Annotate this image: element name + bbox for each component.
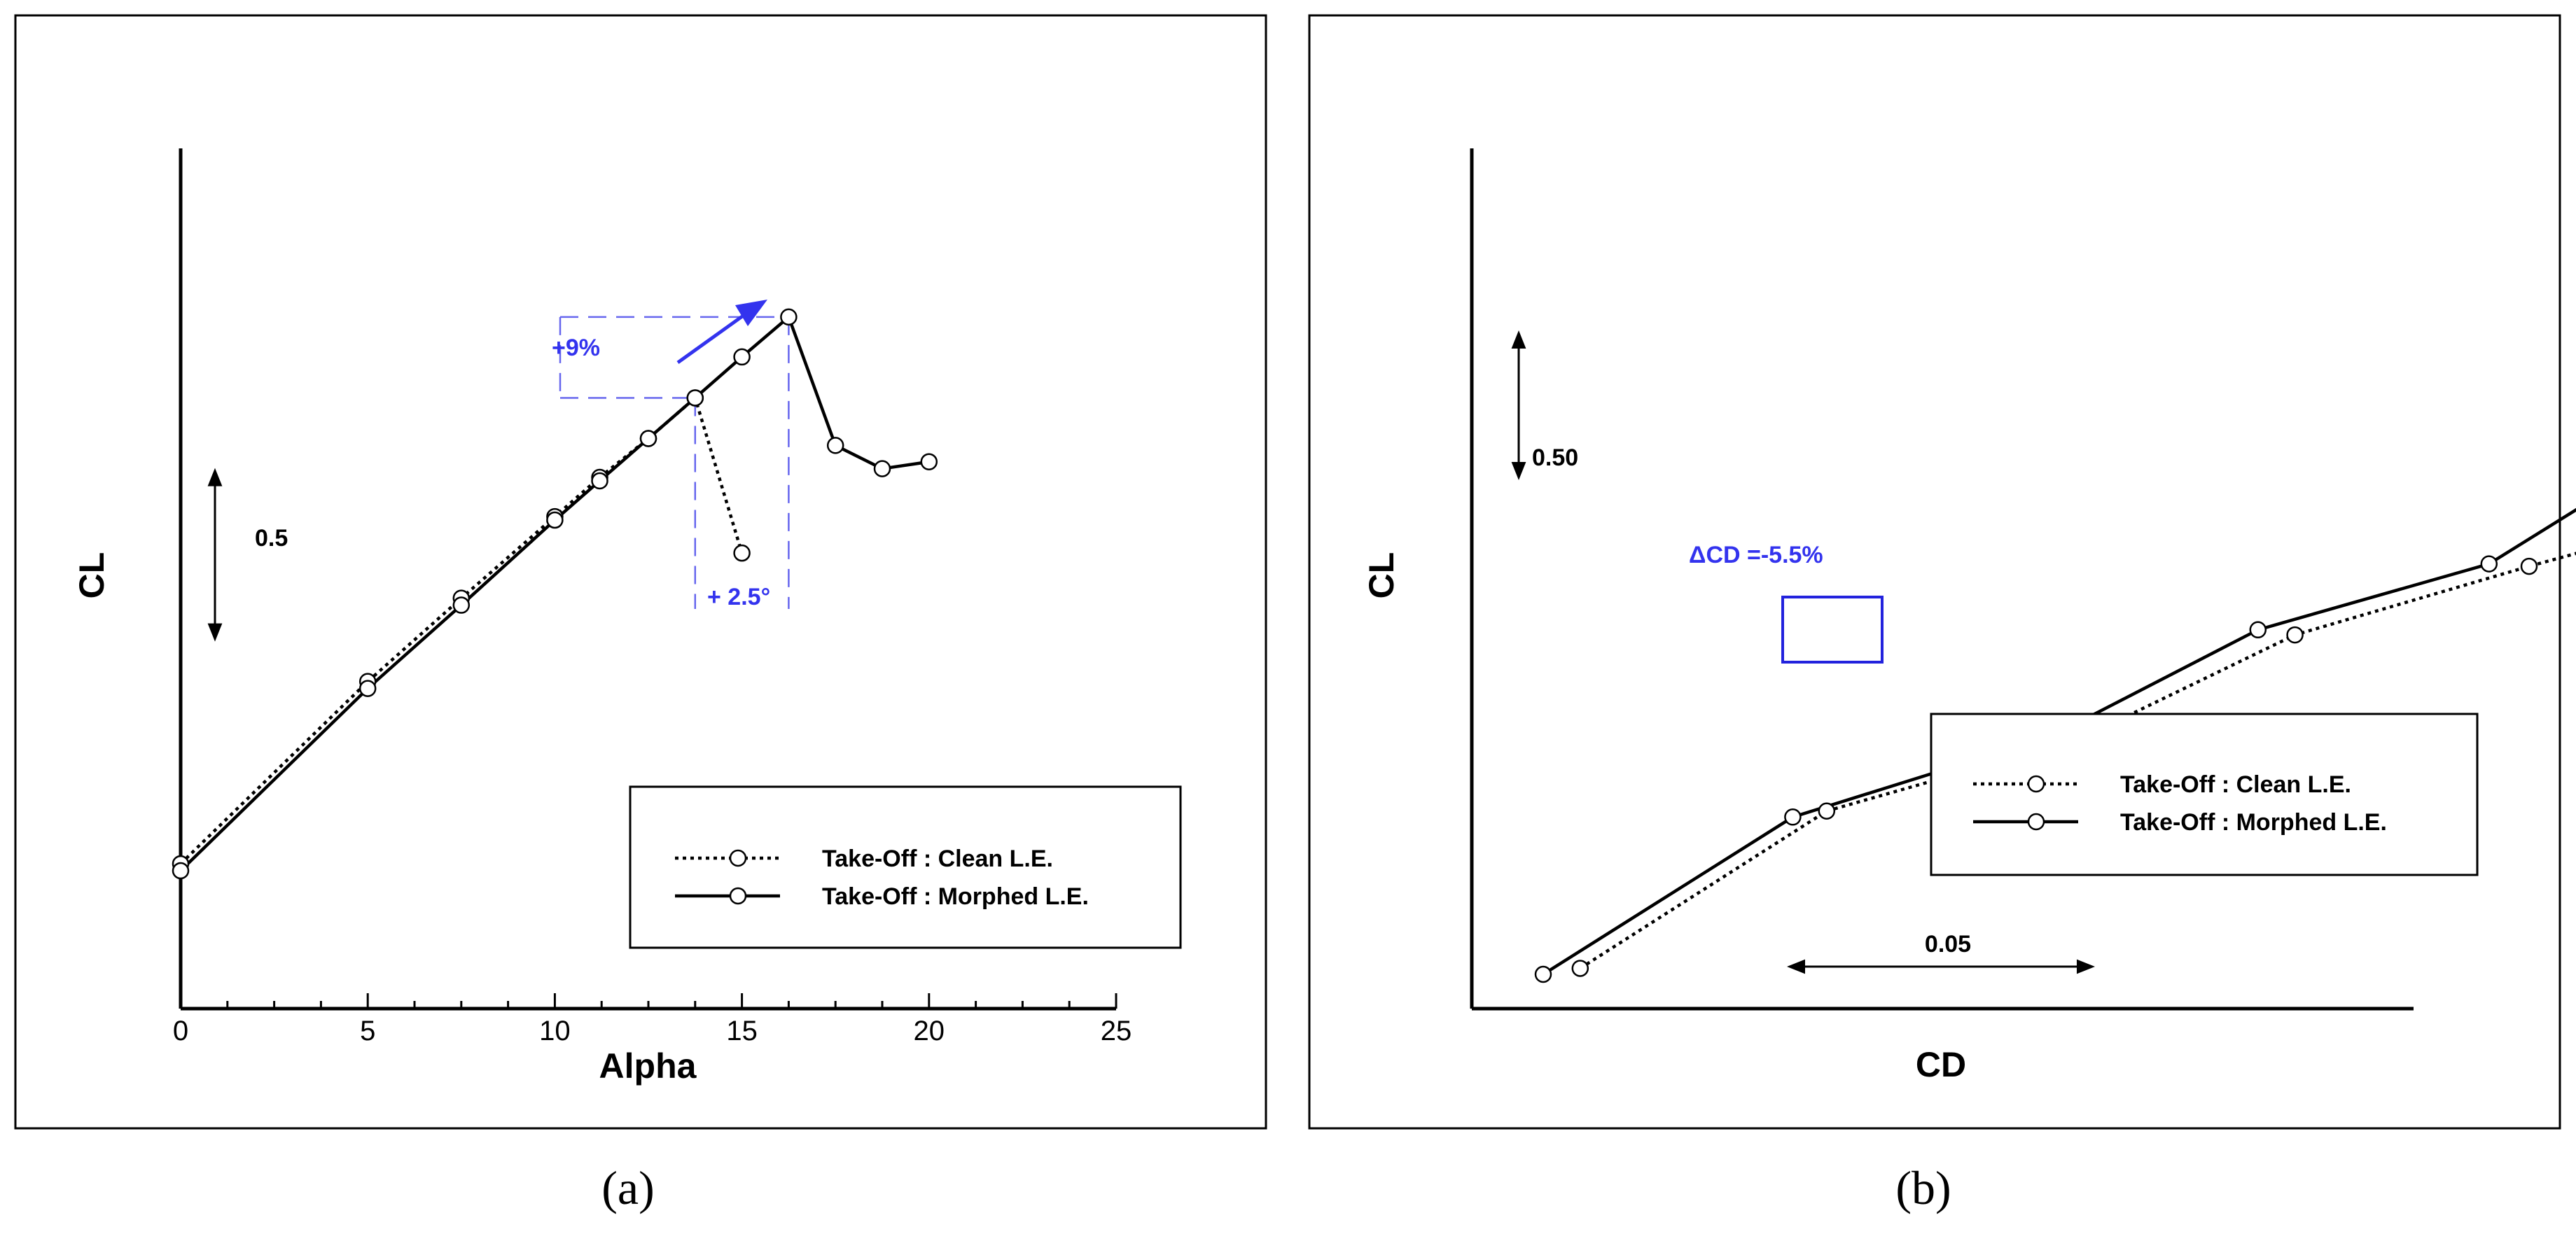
panel-a-point-morphed <box>452 596 471 614</box>
panel-a-point-morphed <box>873 460 891 477</box>
panel-a-x-axis-label: Alpha <box>599 1046 697 1086</box>
panel-a-point-morphed <box>733 348 751 366</box>
panel-b-point-morphed <box>1784 808 1802 826</box>
legend-marker <box>2027 775 2045 793</box>
x-tick-label: 15 <box>726 1016 758 1046</box>
panel-a-label: (a) <box>601 1161 654 1214</box>
legend-entry-label: Take-Off : Clean L.E. <box>2120 771 2351 798</box>
panel-a-scale-bar <box>207 468 223 642</box>
panel-b-point-clean <box>2520 557 2538 575</box>
panel-b-highlight-box <box>1781 596 1884 664</box>
panel-b-frame <box>1308 14 2561 1130</box>
scale-bar-arrow-up <box>207 468 223 486</box>
panel-a-annotation-guides <box>559 300 790 609</box>
panel-a-point-morphed <box>639 430 657 447</box>
panel-a-series-line-clean <box>179 395 744 865</box>
panel-b-point-clean <box>1571 960 1589 977</box>
legend-marker <box>729 849 747 867</box>
panel-a-scale-bar-label: 0.5 <box>255 525 288 552</box>
y-scale-bar-arrow-down <box>1511 462 1526 480</box>
x-scale-bar-arrow-right <box>2077 959 2095 974</box>
panel-a-cl-gain-label: +9% <box>552 335 600 361</box>
panel-a-legend-entries: Take-Off : Clean L.E. Take-Off : Morphed … <box>675 846 1089 910</box>
panel-b-series-line-morphed <box>1542 507 2576 976</box>
legend-marker <box>2027 813 2045 831</box>
panel-a-point-morphed <box>172 862 190 880</box>
panel-a-x-ticks <box>179 993 1118 1009</box>
panel-a-point-morphed <box>686 389 704 407</box>
cl-gain-arrow-line <box>676 314 744 365</box>
x-tick-label: 0 <box>173 1016 188 1046</box>
x-tick-label: 25 <box>1101 1016 1132 1046</box>
panel-a-point-morphed <box>591 472 608 490</box>
cl-gain-arrow-head <box>735 300 767 326</box>
panel-a-y-axis-label: CL <box>72 552 111 599</box>
legend-entry-label: Take-Off : Morphed L.E. <box>822 883 1089 910</box>
x-tick-label: 20 <box>914 1016 945 1046</box>
legend-entry-label: Take-Off : Clean L.E. <box>822 846 1053 872</box>
panel-b-legend <box>1930 713 2479 876</box>
panel-b-point-morphed <box>2249 621 2267 639</box>
panel-a-x-tick-labels: 0 5 10 15 20 25 <box>173 1016 1132 1046</box>
panel-b-point-clean <box>1818 802 1836 820</box>
panel-a-point-morphed <box>780 308 798 326</box>
panel-a-point-morphed <box>920 453 938 470</box>
panel-a-point-morphed <box>358 680 377 697</box>
scale-bar-arrow-down <box>207 623 223 642</box>
panel-b-y-scale-bar-label: 0.50 <box>1532 444 1578 471</box>
panel-b-x-axis-label: CD <box>1916 1045 1966 1084</box>
panel-b-point-morphed <box>1534 965 1552 983</box>
panel-a-alpha-gain-label: + 2.5° <box>707 584 770 610</box>
panel-a: 0 5 10 15 20 25 Alpha CL 0.5 +9% + 2.5° Take-… <box>14 14 1267 1214</box>
y-scale-bar-arrow-up <box>1511 330 1526 349</box>
panel-b-x-scale-bar-label: 0.05 <box>1925 931 1971 958</box>
legend-marker <box>729 887 747 905</box>
panel-b-y-axis-label: CL <box>1362 552 1401 599</box>
x-scale-bar-arrow-left <box>1787 959 1805 974</box>
x-tick-label: 10 <box>539 1016 571 1046</box>
legend-entry-label: Take-Off : Morphed L.E. <box>2120 809 2387 836</box>
panel-a-series-line-morphed <box>179 314 930 872</box>
panel-b-legend-entries: Take-Off : Clean L.E. Take-Off : Morphed … <box>1973 771 2387 836</box>
panel-a-series <box>172 308 938 880</box>
panel-a-frame <box>14 14 1267 1130</box>
x-tick-label: 5 <box>360 1016 375 1046</box>
panel-a-point-morphed <box>826 437 844 454</box>
panel-b-cd-delta-label: ΔCD =-5.5% <box>1689 542 1823 568</box>
panel-a-point-morphed <box>546 511 564 529</box>
panel-b-point-clean <box>2286 626 2304 644</box>
panel-a-point-clean <box>733 544 751 562</box>
panel-a-legend <box>629 785 1182 949</box>
panel-b-point-morphed <box>2480 555 2498 573</box>
panel-b-scale-bars <box>1511 330 2095 974</box>
panel-b: CD CL 0.50 0.05 ΔCD =-5.5% Take-Off : Cl… <box>1308 14 2576 1214</box>
panel-b-label: (b) <box>1895 1161 1951 1214</box>
